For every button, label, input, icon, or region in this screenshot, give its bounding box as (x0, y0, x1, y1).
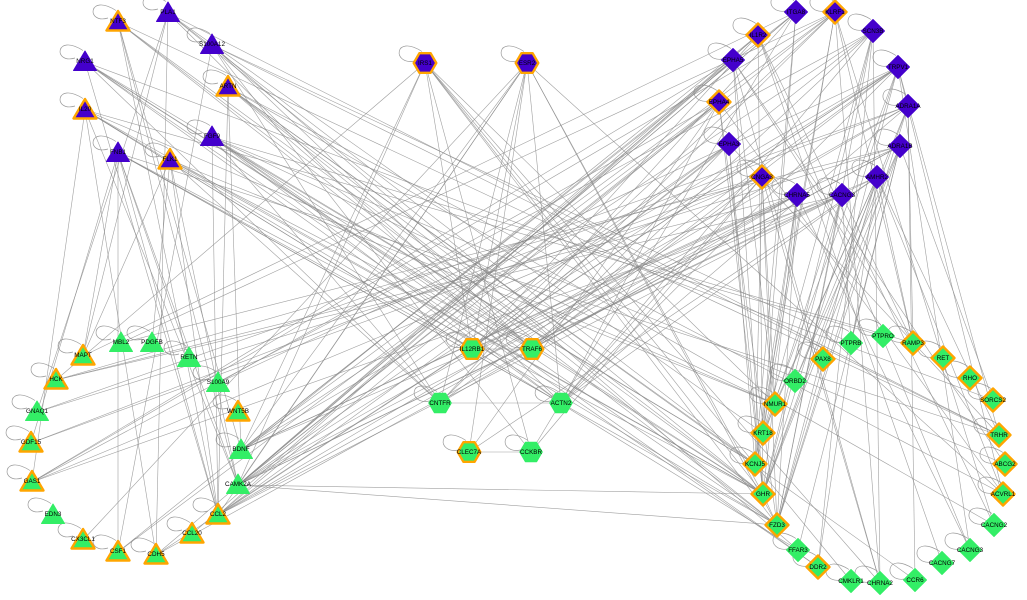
svg-text:IL1R2: IL1R2 (750, 32, 767, 39)
svg-text:EPHA3: EPHA3 (719, 141, 740, 148)
svg-text:CX3CL1: CX3CL1 (71, 536, 95, 543)
svg-text:ARTN: ARTN (219, 83, 236, 90)
svg-text:PDGFB: PDGFB (141, 339, 163, 346)
svg-text:KLRF1: KLRF1 (825, 9, 845, 16)
svg-text:CHRNA5: CHRNA5 (784, 192, 810, 199)
svg-text:DDR2: DDR2 (809, 564, 827, 571)
svg-text:FFAR3: FFAR3 (788, 547, 808, 554)
svg-text:S100A12: S100A12 (199, 41, 225, 48)
svg-text:CNTFR: CNTFR (429, 400, 451, 407)
svg-text:PTPRB: PTPRB (841, 340, 862, 347)
svg-text:CCL2: CCL2 (210, 511, 227, 518)
svg-text:RETN: RETN (180, 354, 198, 361)
svg-text:ESR2: ESR2 (519, 60, 536, 67)
svg-text:HCK: HCK (49, 376, 63, 383)
svg-text:AMHR2: AMHR2 (866, 174, 889, 181)
svg-text:ACTN2: ACTN2 (551, 400, 572, 407)
svg-text:ADRA1B: ADRA1B (887, 143, 912, 150)
svg-text:RET: RET (937, 355, 950, 362)
svg-text:CDH5: CDH5 (147, 551, 165, 558)
svg-text:FGF9: FGF9 (204, 133, 221, 140)
svg-text:CCR6: CCR6 (906, 577, 924, 584)
svg-text:GNAQ1: GNAQ1 (26, 408, 49, 415)
svg-text:PTPRO: PTPRO (872, 333, 894, 340)
svg-text:RAMP3: RAMP3 (902, 340, 924, 347)
svg-text:FZD3: FZD3 (769, 522, 785, 529)
svg-text:CMKLR1: CMKLR1 (838, 578, 864, 585)
svg-text:GAS1: GAS1 (24, 478, 41, 485)
svg-text:CACNG2: CACNG2 (981, 522, 1008, 529)
svg-text:RHO: RHO (963, 375, 977, 382)
svg-text:EPHA5: EPHA5 (723, 57, 744, 64)
svg-text:ADRA1A: ADRA1A (895, 103, 921, 110)
svg-text:TRPV1: TRPV1 (888, 64, 909, 71)
svg-text:TRHR: TRHR (990, 432, 1008, 439)
svg-text:IL20: IL20 (79, 106, 92, 113)
svg-text:KRT18: KRT18 (753, 430, 773, 437)
svg-text:GDF15: GDF15 (21, 439, 42, 446)
svg-text:MBL2: MBL2 (113, 339, 130, 346)
svg-text:NMUR1: NMUR1 (764, 401, 787, 408)
svg-text:CSF1: CSF1 (110, 548, 127, 555)
svg-text:ACVRL1: ACVRL1 (991, 491, 1016, 498)
svg-text:CCL20: CCL20 (182, 530, 202, 537)
svg-text:PLA1: PLA1 (160, 9, 176, 16)
svg-text:BDNF: BDNF (232, 446, 249, 453)
svg-text:MAPT: MAPT (74, 352, 92, 359)
svg-text:PAX8: PAX8 (815, 356, 831, 363)
svg-text:IRS1: IRS1 (418, 60, 432, 67)
svg-text:FLK1: FLK1 (162, 156, 178, 163)
svg-text:IL12RB1: IL12RB1 (460, 346, 485, 353)
svg-text:NRG1: NRG1 (76, 58, 94, 65)
svg-text:SCN3B: SCN3B (863, 28, 884, 35)
svg-text:WNT5B: WNT5B (227, 408, 249, 415)
svg-text:NTF3: NTF3 (110, 18, 126, 25)
svg-text:KCNJ5: KCNJ5 (745, 461, 765, 468)
svg-text:CACNG7: CACNG7 (929, 560, 956, 567)
svg-text:SORCS2: SORCS2 (980, 397, 1006, 404)
svg-text:EPHA4: EPHA4 (709, 99, 730, 106)
svg-text:CACNG3: CACNG3 (957, 547, 984, 554)
svg-text:ITGA8: ITGA8 (787, 9, 806, 16)
svg-text:EDN3: EDN3 (45, 511, 62, 518)
svg-text:TRAF6: TRAF6 (522, 346, 542, 353)
svg-text:FNB1: FNB1 (110, 149, 127, 156)
svg-text:ABCG2: ABCG2 (994, 461, 1016, 468)
svg-text:ORBD2: ORBD2 (784, 378, 806, 385)
svg-text:CHRNA2: CHRNA2 (867, 580, 893, 587)
svg-text:GHR: GHR (756, 491, 770, 498)
svg-text:CNGA3: CNGA3 (751, 174, 773, 181)
svg-text:CLEC7A: CLEC7A (457, 449, 482, 456)
svg-text:CAMK2A: CAMK2A (225, 481, 252, 488)
svg-text:S100A9: S100A9 (207, 379, 230, 386)
svg-text:CACNG3: CACNG3 (829, 192, 856, 199)
svg-text:CCKBR: CCKBR (520, 449, 542, 456)
